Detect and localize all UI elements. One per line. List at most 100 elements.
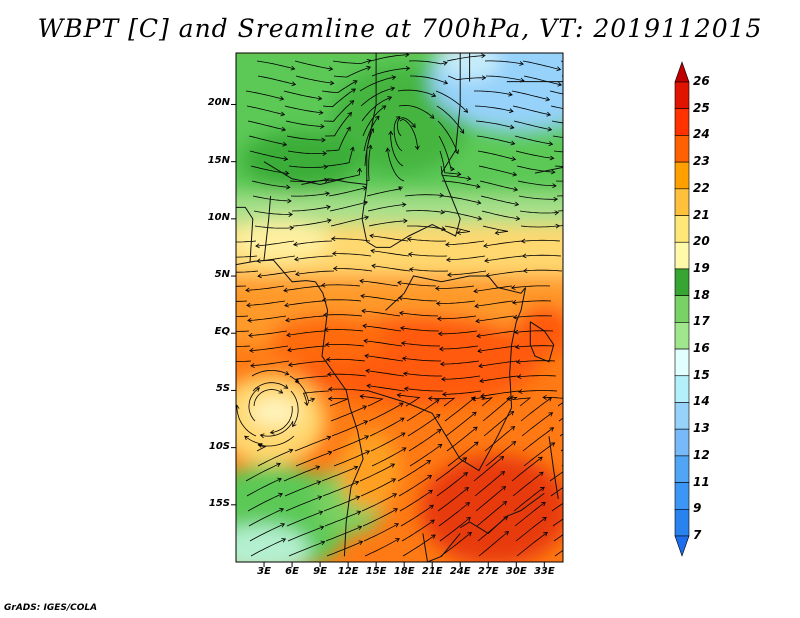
streamline-arrow bbox=[236, 404, 240, 409]
streamline-arrow bbox=[441, 226, 446, 232]
streamline-arrow bbox=[474, 303, 479, 309]
streamline-arrow bbox=[325, 191, 330, 197]
streamline bbox=[236, 270, 259, 273]
streamline bbox=[326, 358, 366, 362]
streamline-arrow bbox=[508, 91, 513, 97]
streamline-arrow bbox=[269, 429, 275, 435]
streamline bbox=[286, 135, 326, 141]
streamline-arrow bbox=[519, 61, 524, 66]
streamline bbox=[253, 389, 283, 407]
streamline-arrow bbox=[428, 489, 433, 495]
streamline bbox=[359, 76, 396, 92]
streamline-arrow bbox=[483, 243, 488, 248]
streamline-arrow bbox=[463, 472, 469, 477]
streamline-arrow bbox=[547, 397, 553, 402]
border-line bbox=[361, 53, 461, 248]
streamline-arrow bbox=[402, 371, 408, 377]
colorbar-segment bbox=[674, 428, 690, 457]
streamline bbox=[360, 395, 384, 407]
streamline bbox=[522, 254, 562, 257]
streamline bbox=[484, 426, 515, 452]
colorbar-label: 24 bbox=[693, 127, 710, 142]
streamline-arrow bbox=[276, 462, 281, 468]
streamline bbox=[521, 239, 561, 242]
streamline bbox=[523, 75, 562, 86]
streamline-arrow bbox=[548, 141, 554, 147]
border-line bbox=[509, 287, 527, 408]
streamline bbox=[257, 449, 293, 467]
streamline bbox=[560, 449, 563, 452]
streamline bbox=[404, 194, 444, 197]
streamline-arrow bbox=[293, 241, 298, 247]
streamline-arrow bbox=[390, 86, 396, 92]
streamline bbox=[399, 312, 439, 317]
streamline bbox=[552, 518, 563, 527]
streamline-arrow bbox=[439, 192, 445, 198]
colorbar-label: 22 bbox=[693, 180, 710, 195]
streamline bbox=[446, 55, 486, 62]
streamline bbox=[331, 238, 371, 242]
streamline bbox=[549, 90, 563, 95]
lat-label: 20N bbox=[207, 97, 230, 109]
map-title: WBPT [C] and Sreamline at 700hPa, VT: 20… bbox=[37, 14, 763, 43]
lon-label: 30E bbox=[505, 566, 527, 577]
colorbar-segment bbox=[674, 188, 690, 216]
streamline-arrow bbox=[366, 59, 372, 64]
streamline-arrow bbox=[245, 287, 250, 293]
streamline-arrow bbox=[347, 111, 353, 117]
streamline-arrow bbox=[401, 447, 407, 452]
streamline-arrow bbox=[443, 79, 449, 85]
streamline bbox=[561, 75, 563, 77]
streamline-arrow bbox=[284, 370, 290, 376]
colorbar-segment bbox=[674, 135, 690, 163]
streamline-arrow bbox=[466, 516, 471, 522]
streamline-arrow bbox=[219, 255, 223, 259]
streamline bbox=[482, 225, 509, 234]
streamline bbox=[561, 464, 563, 467]
streamline-arrow bbox=[459, 129, 465, 134]
streamline-arrow bbox=[510, 285, 516, 290]
streamline-arrow bbox=[511, 441, 517, 446]
streamline bbox=[439, 517, 471, 542]
colorbar-label: 20 bbox=[693, 234, 710, 249]
streamline-arrow bbox=[208, 283, 212, 287]
streamline bbox=[404, 388, 443, 392]
streamline bbox=[327, 373, 367, 377]
streamline-arrow bbox=[212, 344, 216, 348]
streamline-arrow bbox=[364, 435, 370, 440]
colorbar-segment bbox=[674, 61, 690, 83]
streamline bbox=[558, 225, 563, 227]
temperature-field bbox=[236, 53, 563, 562]
streamline-arrow bbox=[329, 80, 335, 86]
streamline bbox=[364, 355, 404, 362]
streamline-arrow bbox=[246, 302, 251, 308]
streamline-arrow bbox=[514, 344, 520, 350]
streamline bbox=[244, 435, 267, 452]
streamline bbox=[446, 426, 478, 452]
streamline bbox=[552, 135, 563, 138]
streamline-arrow bbox=[362, 323, 367, 329]
streamline-arrow bbox=[512, 314, 518, 320]
streamline-arrow bbox=[446, 257, 451, 263]
streamline-arrow bbox=[288, 362, 293, 368]
streamline-arrow bbox=[477, 215, 483, 221]
streamline-arrow bbox=[515, 215, 521, 221]
streamline-arrow bbox=[381, 105, 387, 110]
streamline-arrow bbox=[355, 495, 361, 501]
streamline-arrow bbox=[465, 502, 471, 507]
streamline-arrow bbox=[320, 540, 326, 546]
streamline bbox=[514, 330, 554, 333]
streamline-arrow bbox=[477, 348, 482, 354]
streamline bbox=[440, 360, 480, 365]
streamline bbox=[512, 105, 551, 116]
streamline bbox=[481, 210, 520, 220]
streamline bbox=[436, 105, 465, 134]
streamline-arrow bbox=[442, 391, 447, 397]
streamline-arrow bbox=[509, 124, 515, 130]
streamline bbox=[290, 192, 330, 197]
streamline-arrow bbox=[503, 516, 509, 521]
streamline bbox=[361, 310, 401, 317]
streamline bbox=[397, 89, 436, 97]
streamline bbox=[362, 508, 398, 527]
streamline-arrow bbox=[429, 504, 434, 510]
